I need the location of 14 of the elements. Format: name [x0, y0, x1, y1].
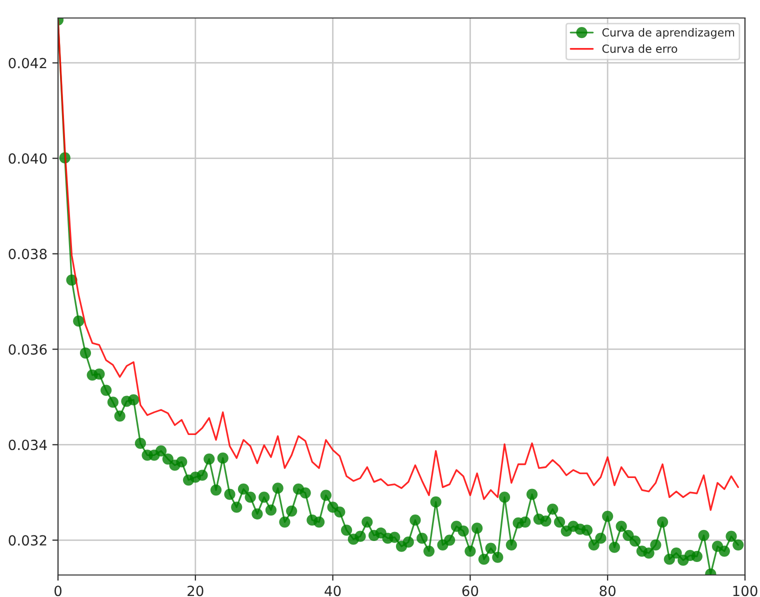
y-tick-label: 0.038 — [8, 248, 47, 260]
x-tick-label: 80 — [600, 586, 616, 596]
y-tick-label: 0.040 — [8, 153, 47, 164]
x-tick-label: 0 — [54, 586, 62, 596]
x-tick-label: 20 — [188, 586, 204, 596]
y-tick-label: 0.042 — [8, 58, 46, 68]
y-tick-label: 0.034 — [8, 440, 47, 450]
x-tick-label: 100 — [733, 586, 758, 596]
x-tick-label: 60 — [462, 586, 478, 596]
x-tick-label: 40 — [324, 586, 341, 596]
y-tick-label: 0.032 — [8, 535, 46, 546]
legend-label: Curva de aprendizagem — [602, 28, 734, 39]
y-tick-label: 0.036 — [8, 344, 47, 355]
legend-label: Curva de erro — [602, 44, 678, 53]
